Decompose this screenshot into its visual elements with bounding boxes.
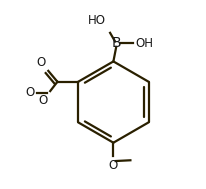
Text: B: B	[111, 36, 121, 50]
Text: O: O	[38, 94, 47, 107]
Text: OH: OH	[135, 37, 153, 50]
Text: O: O	[26, 86, 35, 99]
Text: O: O	[109, 159, 118, 172]
Text: O: O	[37, 56, 46, 69]
Text: HO: HO	[88, 14, 106, 27]
